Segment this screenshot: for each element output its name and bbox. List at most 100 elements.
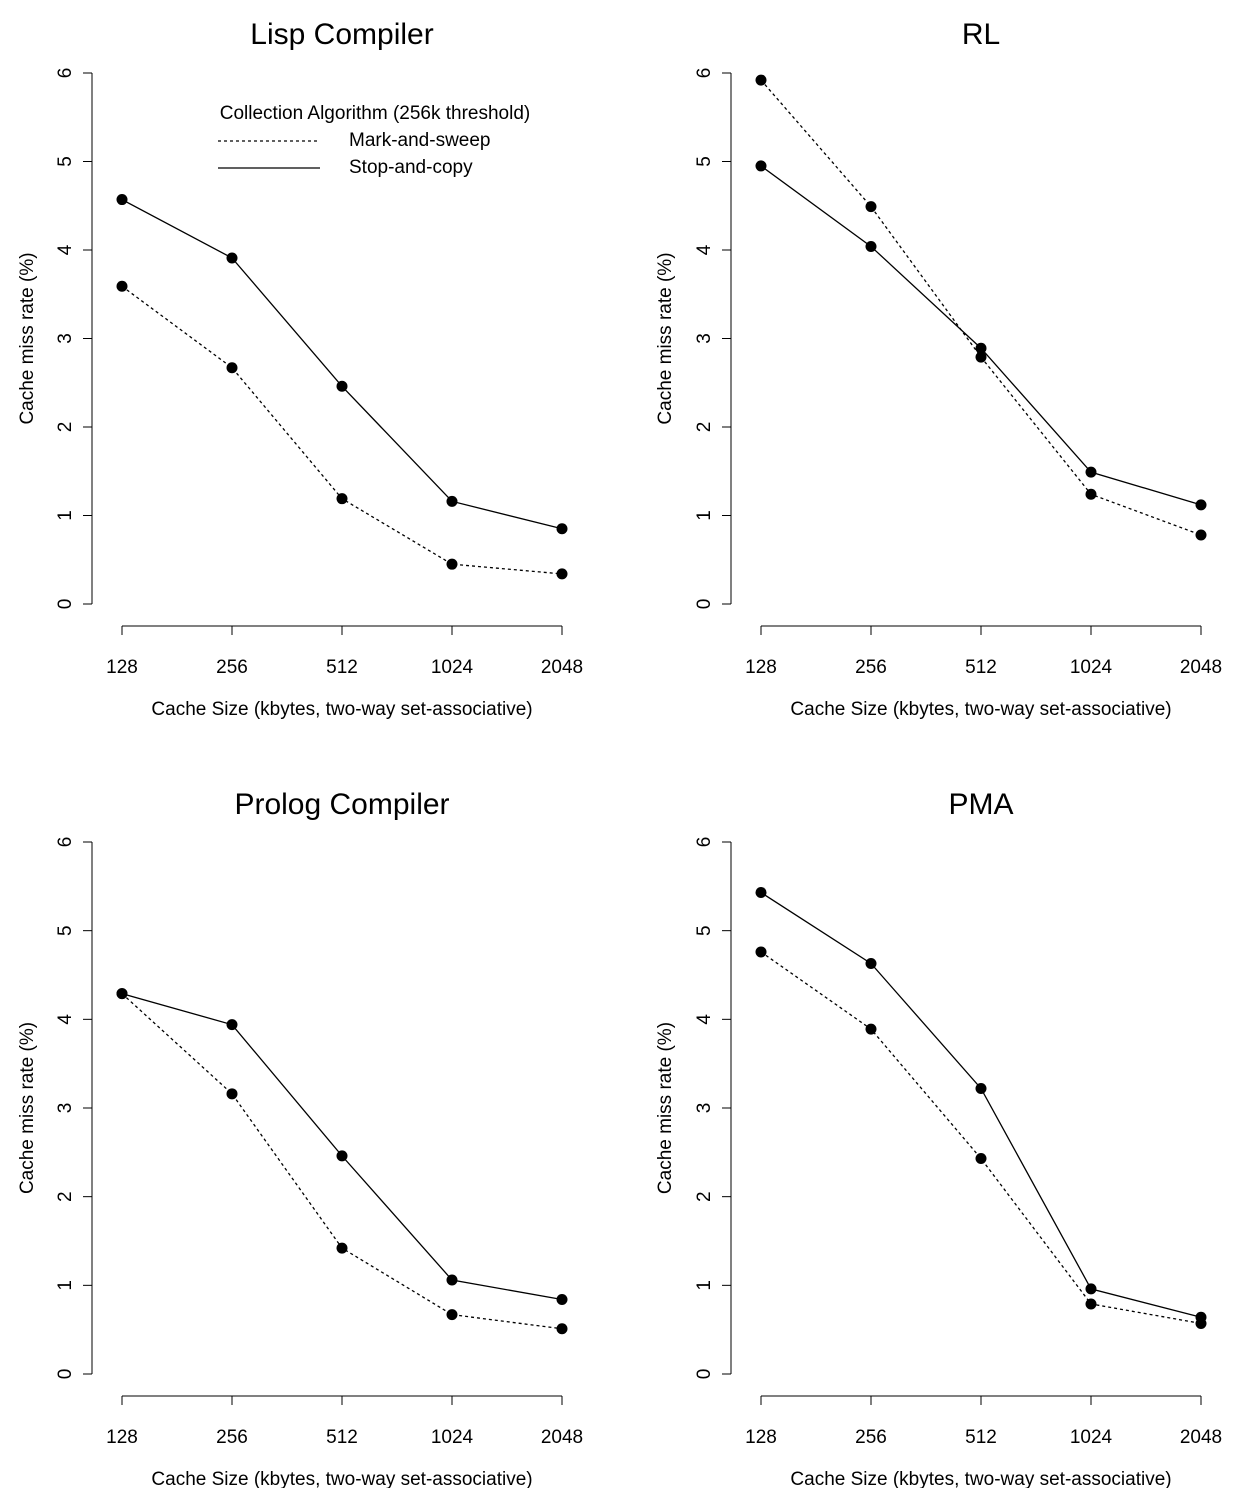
- x-tick-label: 1024: [1070, 657, 1113, 678]
- y-tick-label: 4: [55, 1014, 76, 1025]
- data-point: [975, 342, 987, 354]
- y-tick-label: 6: [55, 837, 76, 848]
- y-tick-label: 4: [55, 244, 76, 255]
- data-point: [865, 1023, 877, 1035]
- data-point: [755, 74, 767, 86]
- series-line-stop-and-copy: [121, 198, 563, 530]
- series-line-stop-and-copy: [760, 165, 1202, 506]
- data-point: [865, 957, 877, 969]
- y-tick-label: 3: [55, 1103, 76, 1114]
- x-tick-label: 2048: [1180, 657, 1222, 678]
- x-axis-label: Cache Size (kbytes, two-way set-associat…: [790, 699, 1171, 720]
- y-tick-label: 2: [694, 422, 715, 433]
- y-tick-label: 0: [694, 599, 715, 610]
- y-tick-label: 1: [694, 1280, 715, 1291]
- data-point: [226, 252, 238, 264]
- data-point: [1085, 466, 1097, 478]
- y-axis-label: Cache miss rate (%): [17, 1022, 38, 1194]
- data-point: [1195, 529, 1207, 541]
- data-point: [336, 380, 348, 392]
- data-point: [556, 1323, 568, 1335]
- data-point: [1195, 499, 1207, 511]
- x-tick-label: 1024: [431, 657, 474, 678]
- y-tick-label: 1: [55, 510, 76, 521]
- legend-entry: Mark-and-sweep: [349, 130, 491, 151]
- y-tick-label: 6: [694, 68, 715, 79]
- x-tick-label: 1024: [1070, 1427, 1113, 1448]
- data-point: [116, 280, 128, 292]
- y-tick-label: 0: [694, 1369, 715, 1380]
- x-tick-label: 256: [855, 1427, 887, 1448]
- x-axis-label: Cache Size (kbytes, two-way set-associat…: [151, 1469, 532, 1488]
- data-point: [755, 946, 767, 958]
- data-point: [226, 362, 238, 374]
- x-tick-label: 512: [326, 657, 358, 678]
- y-tick-label: 2: [55, 1191, 76, 1202]
- data-point: [975, 1153, 987, 1165]
- y-tick-label: 6: [55, 68, 76, 79]
- data-point: [1085, 1283, 1097, 1295]
- x-tick-label: 512: [965, 1427, 997, 1448]
- y-tick-label: 1: [55, 1280, 76, 1291]
- y-tick-label: 3: [694, 333, 715, 344]
- data-point: [975, 1082, 987, 1094]
- chart-panel: RL 0 1 2 3 4 5 6 Cache miss rate (%) 128 256 512 102…: [655, 18, 1222, 720]
- x-tick-label: 2048: [1180, 1427, 1222, 1448]
- y-tick-label: 4: [694, 244, 715, 255]
- y-tick-label: 5: [55, 156, 76, 167]
- data-point: [336, 1150, 348, 1162]
- data-point: [556, 1294, 568, 1306]
- x-tick-label: 128: [745, 657, 777, 678]
- x-tick-label: 512: [965, 657, 997, 678]
- y-tick-label: 2: [55, 422, 76, 433]
- y-tick-label: 5: [55, 925, 76, 936]
- x-axis-label: Cache Size (kbytes, two-way set-associat…: [151, 699, 532, 720]
- chart-panel: PMA 0 1 2 3 4 5 6 Cache miss rate (%) 128 256 512 10…: [655, 788, 1222, 1488]
- data-point: [446, 1309, 458, 1321]
- data-point: [446, 558, 458, 570]
- x-tick-label: 256: [216, 657, 248, 678]
- x-tick-label: 1024: [431, 1427, 474, 1448]
- x-tick-label: 128: [745, 1427, 777, 1448]
- y-tick-label: 0: [55, 599, 76, 610]
- series-line-mark-and-sweep: [121, 285, 563, 575]
- x-tick-label: 256: [216, 1427, 248, 1448]
- legend-title: Collection Algorithm (256k threshold): [220, 103, 531, 124]
- chart-title: Prolog Compiler: [234, 788, 449, 821]
- chart-panel: Lisp Compiler 0 1 2 3 4 5 6 Cache miss rate (%) 1…: [17, 18, 583, 720]
- y-tick-label: 6: [694, 837, 715, 848]
- legend: Collection Algorithm (256k threshold) Mar…: [218, 103, 530, 178]
- y-tick-label: 5: [694, 156, 715, 167]
- data-point: [116, 988, 128, 1000]
- x-tick-label: 2048: [541, 1427, 583, 1448]
- data-point: [116, 194, 128, 206]
- data-point: [755, 887, 767, 899]
- data-point: [975, 351, 987, 363]
- y-tick-label: 4: [694, 1014, 715, 1025]
- x-tick-label: 128: [106, 657, 138, 678]
- y-axis-label: Cache miss rate (%): [655, 252, 676, 424]
- data-point: [865, 201, 877, 213]
- chart-title: RL: [962, 18, 1000, 51]
- data-point: [556, 523, 568, 535]
- data-point: [556, 568, 568, 580]
- chart-panel: Prolog Compiler 0 1 2 3 4 5 6 Cache miss rate (%…: [17, 788, 583, 1488]
- data-point: [226, 1088, 238, 1100]
- data-point: [1195, 1311, 1207, 1323]
- x-tick-label: 256: [855, 657, 887, 678]
- data-point: [336, 493, 348, 505]
- data-point: [446, 495, 458, 507]
- x-tick-label: 2048: [541, 657, 583, 678]
- series-line-mark-and-sweep: [760, 951, 1202, 1325]
- series-line-stop-and-copy: [121, 992, 563, 1301]
- chart-title: Lisp Compiler: [250, 18, 433, 51]
- x-tick-label: 128: [106, 1427, 138, 1448]
- data-point: [1085, 488, 1097, 500]
- y-tick-label: 3: [55, 333, 76, 344]
- y-axis-label: Cache miss rate (%): [17, 252, 38, 424]
- y-tick-label: 0: [55, 1369, 76, 1380]
- y-axis-label: Cache miss rate (%): [655, 1022, 676, 1194]
- data-point: [865, 240, 877, 252]
- y-tick-label: 5: [694, 925, 715, 936]
